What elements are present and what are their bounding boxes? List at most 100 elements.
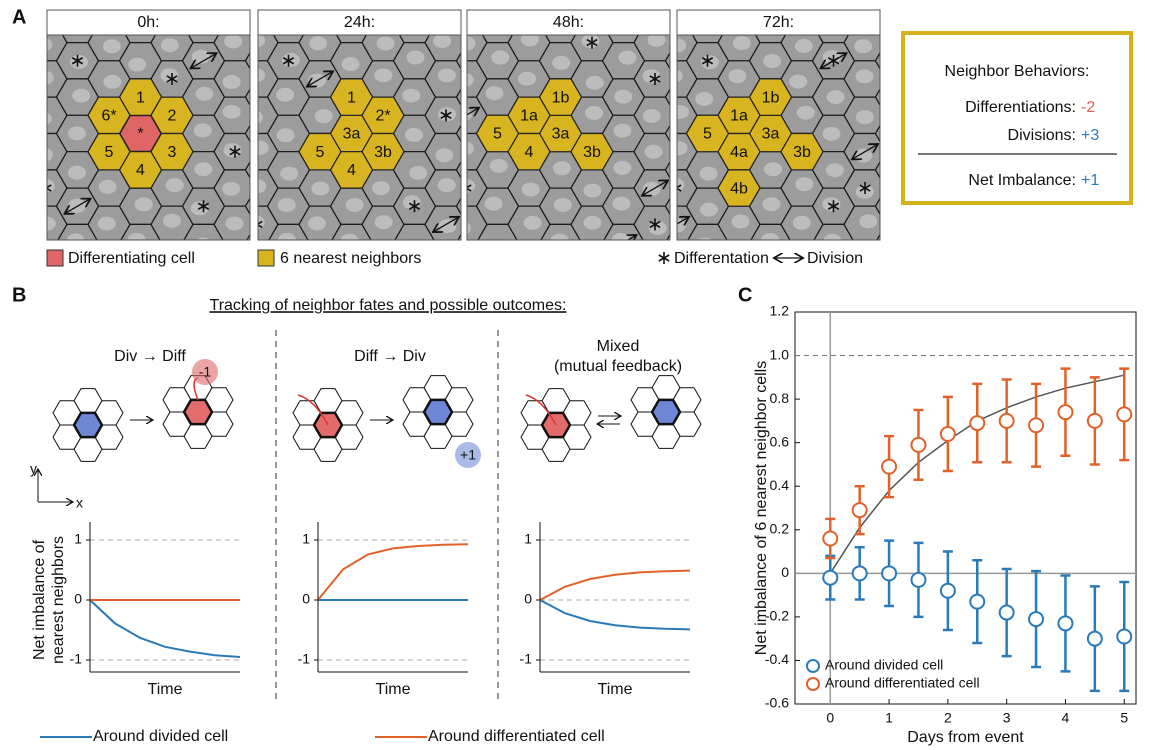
cell <box>666 0 708 6</box>
summary-title: Neighbor Behaviors: <box>945 63 1090 80</box>
nucleus <box>856 69 874 83</box>
cell <box>876 0 918 6</box>
nucleus <box>135 197 153 211</box>
y-tick-label: 1 <box>74 531 82 547</box>
nucleus <box>226 216 244 230</box>
y-tick-label: 0.8 <box>770 390 790 406</box>
nucleus <box>553 161 571 175</box>
nucleus <box>645 0 663 10</box>
cell <box>25 279 67 315</box>
differentiation-symbol <box>659 252 669 264</box>
nucleus <box>643 109 661 123</box>
nucleus <box>133 274 151 288</box>
summary-value: -2 <box>1081 99 1095 116</box>
nucleus <box>491 51 509 65</box>
cell-label: 1a <box>520 108 538 125</box>
x-tick-label: 0 <box>826 710 834 726</box>
cell-label: 2* <box>375 108 390 125</box>
frame-time: 72h: <box>763 14 794 31</box>
cell <box>246 0 288 6</box>
nucleus <box>852 0 870 11</box>
panel-letter: A <box>12 6 26 28</box>
nucleus <box>614 124 632 138</box>
nucleus <box>194 123 212 137</box>
panel-letter: B <box>12 284 26 306</box>
cell <box>750 0 792 6</box>
cell <box>57 0 99 6</box>
frame-time: 48h: <box>553 14 584 31</box>
nucleus <box>280 167 298 181</box>
nucleus <box>339 271 357 285</box>
cell <box>634 279 676 315</box>
data-point <box>911 573 925 587</box>
cell-label: 4 <box>347 162 356 179</box>
cell <box>457 261 499 297</box>
nucleus <box>67 234 85 248</box>
cell-label: 2 <box>168 108 177 125</box>
cell <box>0 24 4 60</box>
focus-cell <box>652 400 680 424</box>
data-point <box>853 566 867 580</box>
nucleus <box>409 166 427 180</box>
nucleus <box>34 288 52 302</box>
nucleus <box>854 39 872 53</box>
nucleus <box>613 161 631 175</box>
nucleus <box>458 252 476 266</box>
nucleus <box>793 216 811 230</box>
nucleus <box>764 162 782 176</box>
nucleus <box>859 214 877 228</box>
cell <box>0 188 36 224</box>
differentiation-symbol <box>797 255 807 267</box>
x-tick-label: 1 <box>885 710 893 726</box>
data-point <box>941 584 955 598</box>
legend-label: Differentation <box>674 250 769 267</box>
cell <box>457 0 499 6</box>
cell <box>540 0 582 6</box>
nucleus <box>583 184 601 198</box>
axis-icon-label: y <box>30 461 37 477</box>
cell-label: 6* <box>101 108 116 125</box>
nucleus <box>98 217 116 231</box>
data-point <box>882 460 896 474</box>
y-tick-label: 0 <box>524 591 532 607</box>
column-title: Diff → Div <box>354 348 426 365</box>
data-point <box>1117 407 1131 421</box>
cell <box>214 243 256 279</box>
nucleus <box>762 197 780 211</box>
nucleus <box>518 72 536 86</box>
data-point <box>970 595 984 609</box>
nucleus <box>891 232 909 246</box>
nucleus <box>251 0 269 10</box>
cell <box>624 0 666 6</box>
nucleus <box>226 257 244 271</box>
x-axis-label: Days from event <box>907 729 1024 746</box>
y-tick-label: -1 <box>298 651 311 667</box>
series-line <box>318 544 468 600</box>
cell <box>205 0 247 6</box>
cell-label: 3b <box>583 144 601 161</box>
cell <box>0 79 36 115</box>
nucleus <box>425 274 443 288</box>
nucleus <box>761 271 779 285</box>
nucleus <box>276 88 294 102</box>
cell <box>0 61 4 97</box>
nucleus <box>289 0 307 10</box>
data-point <box>853 503 867 517</box>
data-point <box>941 427 955 441</box>
data-point <box>1088 632 1102 646</box>
cell <box>571 243 613 279</box>
cell <box>603 0 645 6</box>
column-title: Mixed <box>597 338 640 355</box>
nucleus <box>733 36 751 50</box>
cell-label: 5 <box>105 144 114 161</box>
cell <box>907 279 949 315</box>
nucleus <box>35 148 53 162</box>
nucleus <box>36 71 54 85</box>
nucleus <box>522 183 540 197</box>
nucleus <box>128 58 146 72</box>
data-point <box>970 416 984 430</box>
y-tick-label: 1 <box>302 531 310 547</box>
nucleus <box>406 51 424 65</box>
cell <box>0 0 36 6</box>
nucleus <box>921 287 939 301</box>
